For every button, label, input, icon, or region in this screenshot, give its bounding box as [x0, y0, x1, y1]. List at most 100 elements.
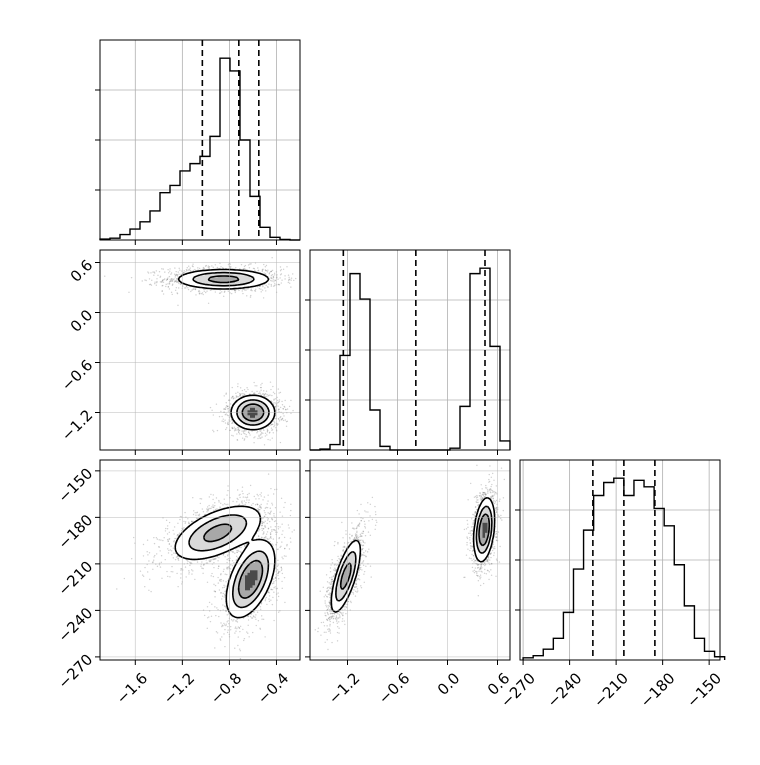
- sample-point: [226, 494, 227, 495]
- sample-point: [224, 556, 225, 557]
- density-cell: [185, 278, 188, 281]
- sample-point: [237, 645, 238, 646]
- sample-point: [253, 442, 254, 443]
- sample-point: [161, 578, 162, 579]
- sample-point: [158, 546, 159, 547]
- sample-point: [225, 414, 226, 415]
- sample-point: [238, 396, 239, 397]
- sample-point: [150, 591, 151, 592]
- sample-point: [266, 394, 267, 395]
- sample-point: [165, 286, 166, 287]
- sample-point: [160, 281, 161, 282]
- sample-point: [236, 433, 237, 434]
- sample-point: [270, 271, 271, 272]
- sample-point: [208, 560, 209, 561]
- sample-point: [226, 427, 227, 428]
- sample-point: [223, 296, 224, 297]
- sample-point: [280, 442, 281, 443]
- sample-point: [262, 269, 263, 270]
- sample-point: [265, 433, 266, 434]
- sample-point: [190, 270, 191, 271]
- sample-point: [179, 533, 180, 534]
- sample-point: [271, 257, 272, 258]
- sample-point: [156, 270, 157, 271]
- sample-point: [238, 430, 239, 431]
- sample-point: [246, 499, 247, 500]
- sample-point: [221, 636, 222, 637]
- sample-point: [234, 290, 235, 291]
- sample-point: [153, 560, 154, 561]
- sample-point: [169, 576, 170, 577]
- sample-point: [142, 280, 143, 281]
- density-cell: [223, 278, 226, 281]
- density-cell: [255, 413, 258, 416]
- sample-point: [180, 569, 181, 570]
- sample-point: [290, 286, 291, 287]
- sample-point: [209, 508, 210, 509]
- density-cell: [203, 278, 206, 281]
- sample-point: [284, 602, 285, 603]
- sample-point: [203, 511, 204, 512]
- sample-point: [216, 404, 217, 405]
- sample-point: [151, 285, 152, 286]
- sample-point: [156, 282, 157, 283]
- sample-point: [175, 280, 176, 281]
- sample-point: [266, 265, 267, 266]
- density-cell: [250, 405, 253, 408]
- sample-point: [161, 555, 162, 556]
- sample-point: [282, 515, 283, 516]
- sample-point: [224, 291, 225, 292]
- sample-point: [177, 556, 178, 557]
- sample-point: [227, 485, 228, 486]
- sample-point: [289, 406, 290, 407]
- sample-point: [259, 509, 260, 510]
- sample-point: [163, 537, 164, 538]
- sample-point: [260, 390, 261, 391]
- sample-point: [311, 270, 312, 271]
- sample-point: [260, 430, 261, 431]
- sample-point: [274, 283, 275, 284]
- sample-point: [255, 289, 256, 290]
- sample-point: [177, 523, 178, 524]
- sample-point: [283, 269, 284, 270]
- sample-point: [167, 277, 168, 278]
- sample-point: [149, 552, 150, 553]
- sample-point: [240, 387, 241, 388]
- sample-point: [284, 406, 285, 407]
- density-cell: [243, 278, 246, 281]
- density-cell: [253, 418, 256, 421]
- sample-point: [128, 292, 129, 293]
- sample-point: [261, 518, 262, 519]
- sample-point: [266, 434, 267, 435]
- sample-point: [173, 557, 174, 558]
- sample-point: [262, 286, 263, 287]
- sample-point: [274, 418, 275, 419]
- density-cell: [185, 280, 188, 283]
- sample-point: [289, 283, 290, 284]
- sample-point: [259, 505, 260, 506]
- sample-point: [218, 557, 219, 558]
- sample-point: [281, 269, 282, 270]
- sample-point: [177, 275, 178, 276]
- sample-point: [179, 519, 180, 520]
- sample-point: [165, 559, 166, 560]
- sample-point: [237, 427, 238, 428]
- sample-point: [224, 395, 225, 396]
- sample-point: [167, 269, 168, 270]
- sample-point: [273, 399, 274, 400]
- sample-point: [257, 270, 258, 271]
- sample-point: [188, 289, 189, 290]
- sample-point: [201, 498, 202, 499]
- sample-point: [274, 273, 275, 274]
- sample-point: [226, 402, 227, 403]
- sample-point: [149, 579, 150, 580]
- sample-point: [240, 547, 241, 548]
- sample-point: [279, 277, 280, 278]
- sample-point: [242, 290, 243, 291]
- sample-point: [232, 501, 233, 502]
- sample-point: [259, 393, 260, 394]
- hist-panel-2: [515, 460, 725, 665]
- sample-point: [144, 586, 145, 587]
- sample-point: [290, 538, 291, 539]
- density-cell: [185, 275, 188, 278]
